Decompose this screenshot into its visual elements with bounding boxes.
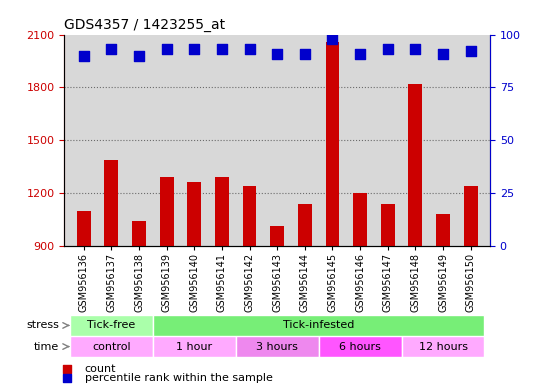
Point: [411, 46, 420, 53]
Bar: [153, 315, 484, 336]
Bar: [436, 214, 450, 246]
Point: [62, 375, 71, 381]
Bar: [153, 336, 236, 357]
Text: 12 hours: 12 hours: [418, 341, 468, 352]
Point: [438, 51, 447, 57]
Bar: [70, 336, 153, 357]
Point: [107, 46, 116, 53]
Bar: [236, 336, 319, 357]
Bar: [298, 204, 312, 246]
Point: [62, 366, 71, 372]
Bar: [464, 186, 478, 246]
Point: [80, 53, 88, 59]
Point: [328, 36, 337, 42]
Text: control: control: [92, 341, 130, 352]
Bar: [242, 186, 256, 246]
Point: [162, 46, 171, 53]
Point: [300, 51, 309, 57]
Point: [134, 53, 143, 59]
Text: percentile rank within the sample: percentile rank within the sample: [85, 373, 272, 383]
Text: time: time: [34, 341, 59, 352]
Bar: [270, 227, 284, 246]
Bar: [105, 159, 118, 246]
Bar: [70, 315, 153, 336]
Point: [190, 46, 199, 53]
Bar: [402, 336, 484, 357]
Bar: [215, 177, 229, 246]
Text: Tick-free: Tick-free: [87, 320, 136, 331]
Text: stress: stress: [26, 320, 59, 331]
Text: 1 hour: 1 hour: [176, 341, 212, 352]
Bar: [160, 177, 174, 246]
Text: GDS4357 / 1423255_at: GDS4357 / 1423255_at: [64, 18, 226, 32]
Bar: [77, 210, 91, 246]
Point: [273, 51, 282, 57]
Point: [383, 46, 392, 53]
Point: [217, 46, 226, 53]
Text: 3 hours: 3 hours: [256, 341, 298, 352]
Bar: [325, 41, 339, 246]
Bar: [408, 84, 422, 246]
Text: 6 hours: 6 hours: [339, 341, 381, 352]
Bar: [353, 193, 367, 246]
Text: Tick-infested: Tick-infested: [283, 320, 354, 331]
Bar: [381, 204, 395, 246]
Point: [245, 46, 254, 53]
Point: [466, 48, 475, 55]
Bar: [319, 336, 402, 357]
Bar: [188, 182, 201, 246]
Bar: [132, 221, 146, 246]
Point: [356, 51, 365, 57]
Text: count: count: [85, 364, 116, 374]
